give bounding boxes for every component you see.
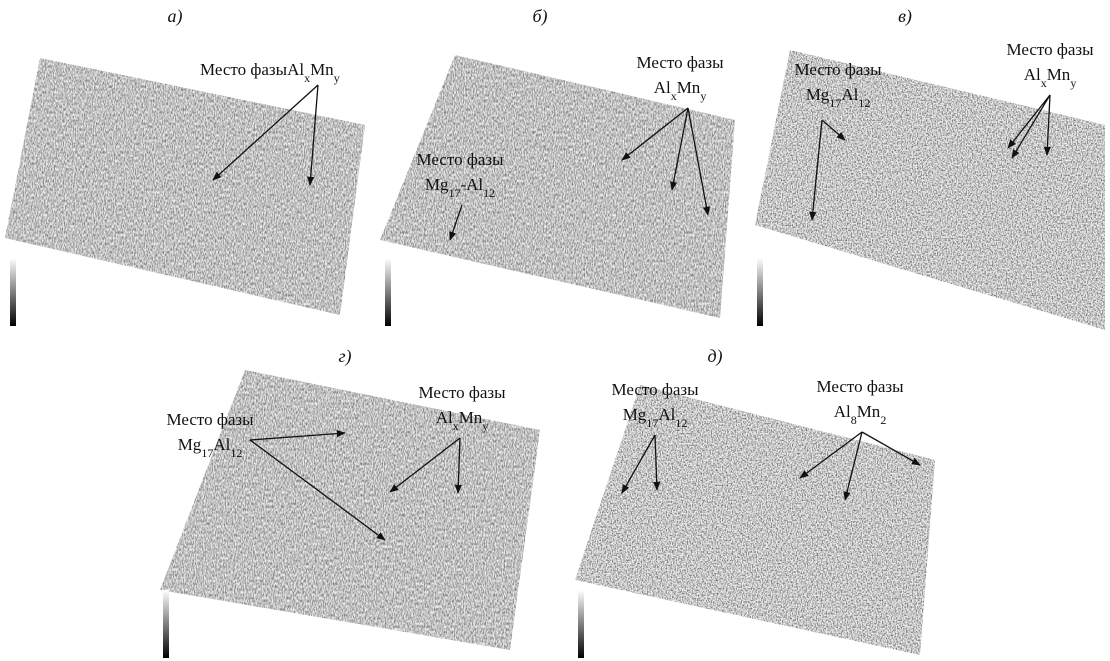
annotation-formula: AlxMny (1024, 65, 1077, 90)
formula-sub: 2 (880, 413, 886, 427)
formula-sub: 12 (675, 416, 687, 430)
formula-base: Mg (178, 435, 202, 454)
colorbar (578, 590, 584, 658)
formula-sub: 17 (201, 446, 213, 460)
formula-sub: 17 (829, 96, 841, 110)
formula-base: Al (436, 408, 453, 427)
formula-base: Mn (310, 60, 334, 79)
formula-base: Mn (857, 402, 881, 421)
annotation-text: Место фазы (794, 60, 882, 79)
formula-sub: 12 (230, 446, 242, 460)
annotation-text: Место фазы (416, 150, 504, 169)
colorbar (385, 258, 391, 326)
annotation-text: Место фазы (816, 377, 904, 396)
annotation-formula: Al8Mn2 (834, 402, 887, 427)
formula-sub: 12 (858, 96, 870, 110)
annotation-text: Место фазы (418, 383, 506, 402)
formula-base: Mn (1047, 65, 1071, 84)
formula-base: Al (287, 60, 304, 79)
formula-base: -Al (460, 175, 483, 194)
formula-base: Al (654, 78, 671, 97)
figure: а)Место фазыAlxMnyб)Место фазыAlxMnyМест… (0, 0, 1110, 661)
formula-sub: 12 (483, 186, 495, 200)
panel-label: а) (168, 6, 183, 27)
annotation-formula: AlxMny (654, 78, 707, 103)
annotation-text: Место фазы (166, 410, 254, 429)
panel-label: в) (898, 6, 912, 27)
formula-sub: y (1070, 76, 1076, 90)
annotation-text: Место фазы (200, 60, 288, 79)
annotation-text: Место фазы (636, 53, 724, 72)
formula-sub: 17 (448, 186, 460, 200)
panel-label: г) (338, 346, 351, 367)
colorbar (757, 258, 763, 326)
formula-sub: y (334, 71, 340, 85)
surface-texture (5, 58, 365, 315)
formula-base: Mg (806, 85, 830, 104)
panel-label: д) (707, 346, 722, 367)
formula-base: Al (213, 435, 230, 454)
formula-sub: y (700, 89, 706, 103)
colorbar (163, 590, 169, 658)
formula-base: Al (841, 85, 858, 104)
formula-sub: y (482, 419, 488, 433)
panel-label: б) (532, 6, 547, 27)
formula-base: Al (834, 402, 851, 421)
formula-base: Mn (677, 78, 701, 97)
surfaces (5, 50, 1105, 658)
colorbar (10, 258, 16, 326)
formula-base: Mn (459, 408, 483, 427)
annotation-text: Место фазы (611, 380, 699, 399)
annotation-text: Место фазы (1006, 40, 1094, 59)
formula-base: Mg (623, 405, 647, 424)
formula-base: Mg (425, 175, 449, 194)
formula-sub: 17 (646, 416, 658, 430)
annotation: Место фазыAlxMny (200, 60, 340, 85)
formula-base: Al (658, 405, 675, 424)
formula-base: Al (1024, 65, 1041, 84)
